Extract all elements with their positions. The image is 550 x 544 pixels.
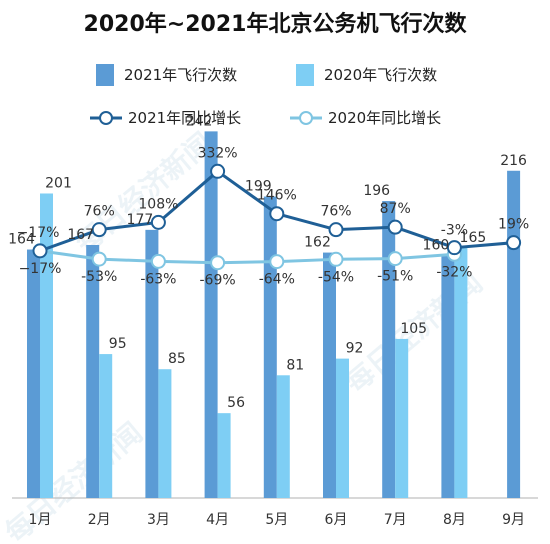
growth-2020-point — [387, 251, 403, 267]
bar-value-2021: 164 — [8, 232, 35, 248]
growth-2020-label: -64% — [259, 272, 295, 288]
bar-2021-3月 — [145, 229, 159, 498]
bar-2020-1月 — [40, 193, 53, 499]
x-tick-label: 5月 — [265, 512, 288, 528]
bar-2021-6月 — [323, 252, 336, 498]
legend-marker-2020-growth — [299, 111, 313, 125]
legend-label-2021-flights: 2021年飞行次数 — [124, 66, 237, 84]
bar-2020-4月 — [217, 413, 231, 498]
bar-value-2020: 95 — [109, 336, 127, 352]
bars-layer — [27, 131, 521, 499]
x-tick-label: 7月 — [384, 512, 407, 528]
growth-2021-point — [150, 214, 166, 230]
bar-2020-6月 — [336, 358, 349, 498]
legend-swatch-2020-flights — [296, 64, 314, 86]
x-tick-label: 9月 — [502, 512, 525, 528]
growth-2021-label: 332% — [198, 145, 238, 161]
bar-2021-9月 — [507, 170, 521, 498]
growth-2020-label: -51% — [377, 269, 413, 285]
growth-2020-line — [39, 249, 455, 265]
bar-value-2020: 92 — [346, 341, 364, 357]
x-tick-label: 1月 — [29, 512, 52, 528]
growth-2020-point — [150, 253, 166, 269]
growth-2021-label: 76% — [320, 204, 351, 220]
growth-2021-point — [91, 222, 107, 238]
growth-2021-point — [328, 222, 344, 238]
growth-2021-point — [269, 206, 285, 222]
bar-2021-8月 — [441, 255, 455, 498]
growth-2020-label: -63% — [140, 271, 176, 287]
growth-2020-label: -69% — [200, 273, 236, 289]
growth-2021-label: −17% — [17, 225, 60, 241]
bar-2021-1月 — [27, 249, 40, 498]
bar-2020-2月 — [99, 354, 113, 498]
legend-label-2020-growth: 2020年同比增长 — [328, 109, 441, 127]
lines-layer — [32, 163, 522, 271]
growth-2020-point — [91, 251, 107, 267]
legend-label-2021-growth: 2021年同比增长 — [128, 109, 241, 127]
bar-value-2021: 160 — [423, 238, 450, 254]
bar-value-2020: 85 — [168, 351, 186, 367]
growth-2021-label: -3% — [441, 223, 468, 239]
bar-value-2021: 196 — [363, 183, 390, 199]
x-tick-label: 3月 — [147, 512, 170, 528]
bar-value-2020: 56 — [227, 395, 245, 411]
legend-swatch-2021-flights — [96, 64, 114, 86]
bar-2020-7月 — [395, 338, 409, 498]
growth-2021-label: 87% — [380, 201, 411, 217]
bar-2021-5月 — [263, 196, 277, 498]
x-tick-label: 8月 — [443, 512, 466, 528]
legend-label-2020-flights: 2020年飞行次数 — [324, 66, 437, 84]
growth-2021-point — [32, 243, 48, 259]
watermark-text: 每日经济新闻 — [0, 416, 149, 544]
growth-2020-point — [210, 255, 226, 271]
growth-2020-point — [328, 251, 344, 267]
growth-2020-label: -53% — [81, 269, 117, 285]
bar-value-2020: 201 — [45, 175, 72, 191]
growth-2021-point — [446, 240, 462, 256]
bar-2021-2月 — [86, 244, 100, 498]
bar-value-2020: 105 — [400, 321, 427, 337]
bar-value-2021: 167 — [67, 227, 94, 243]
growth-2021-point — [387, 219, 403, 235]
bar-value-2021: 177 — [127, 212, 154, 228]
bar-value-2020: 81 — [286, 357, 304, 373]
growth-2021-label: 76% — [84, 204, 115, 220]
growth-2021-label: 19% — [498, 217, 529, 233]
x-tick-label: 6月 — [325, 512, 348, 528]
bar-2021-4月 — [204, 131, 218, 498]
labels-layer: 164 201 1月 167 95 2月 177 85 3月 242 56 4月 199 81 5月 162 9… — [8, 113, 529, 528]
bar-value-2021: 216 — [500, 153, 527, 169]
bar-2020-5月 — [276, 375, 290, 498]
bar-2020-3月 — [158, 369, 172, 498]
legend-marker-2021-growth — [99, 111, 113, 125]
bar-value-2021: 242 — [186, 113, 213, 129]
growth-2021-point — [506, 235, 522, 251]
growth-2020-label: -54% — [318, 269, 354, 285]
bar-value-2021: 162 — [304, 235, 331, 251]
growth-2020-label: -32% — [436, 264, 472, 280]
growth-2020-label: −17% — [19, 261, 62, 277]
x-tick-label: 4月 — [206, 512, 229, 528]
x-tick-label: 2月 — [88, 512, 111, 528]
growth-2020-point — [269, 254, 285, 270]
bar-value-2020: 165 — [460, 230, 487, 246]
legend: 2021年飞行次数 2020年飞行次数 2021年同比增长 2020年同比增长 — [90, 64, 441, 127]
growth-2021-point — [210, 163, 226, 179]
growth-2021-label: 146% — [257, 188, 297, 204]
growth-2021-label: 108% — [138, 196, 178, 212]
chart-title: 2020年~2021年北京公务机飞行次数 — [84, 11, 468, 37]
bar-2020-8月 — [454, 248, 468, 498]
bar-value-2021: 199 — [245, 179, 272, 195]
bar-2021-7月 — [382, 201, 396, 498]
